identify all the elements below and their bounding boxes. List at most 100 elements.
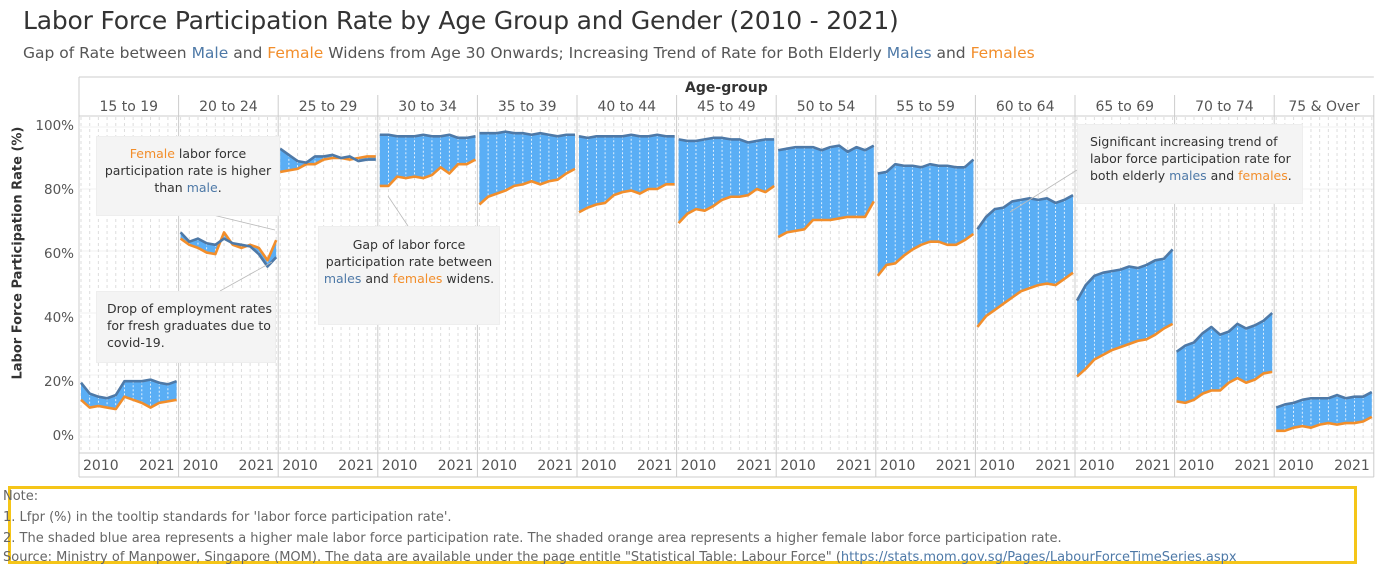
subtitle-female: Female [267,44,324,62]
x-tick-label: 2010 [780,458,816,474]
gap-area [778,145,874,238]
subtitle-text-1: Gap of Rate between [23,44,192,62]
note-heading: Note: [3,489,39,504]
x-tick-label: 2010 [481,458,517,474]
x-tick-label: 2021 [737,458,773,474]
x-tick-label: 2021 [239,458,275,474]
callout-text: Significant increasing trend of labor fo… [1090,134,1291,183]
age-group-label: 40 to 44 [598,99,657,115]
gap-area [1176,313,1273,403]
x-tick-label: 2021 [836,458,872,474]
column-header-label: Age-group [685,80,768,96]
lfpr-chart: Age-group 15 to 19 2010 2021 20 to 24 2010 202… [78,76,1375,478]
female-series-line [976,271,1074,328]
male-series-line [379,133,476,140]
subtitle-male: Male [191,44,229,62]
male-series-line [678,136,775,144]
callout-text: and [1206,168,1239,183]
female-series-line [1276,415,1373,433]
x-tick-label: 2010 [880,458,916,474]
callout-word-females: females [392,271,443,286]
age-group-label: 15 to 19 [100,99,159,115]
male-series-line [877,158,975,175]
x-tick-label: 2021 [537,458,573,474]
gap-area [579,134,675,213]
age-group-label: 70 to 74 [1195,99,1254,115]
age-group-label: 45 to 49 [697,99,756,115]
x-tick-label: 2010 [282,458,318,474]
male-series-line [1075,248,1174,302]
callout-text: widens. [442,271,495,286]
callout-elderly-trend: Significant increasing trend of labor fo… [1077,124,1303,204]
age-group-label: 30 to 34 [398,99,457,115]
chart-title: Labor Force Participation Rate by Age Gr… [23,6,899,35]
callout-word-female: Female [129,146,175,161]
gap-area [678,137,775,224]
y-tick-label: 100% [35,118,74,134]
callout-text: . [1287,168,1292,183]
age-group-label: 65 to 69 [1096,99,1155,115]
male-series-line [1275,390,1373,409]
age-group-label: 20 to 24 [199,99,258,115]
x-tick-label: 2010 [681,458,717,474]
female-series-line [1076,322,1174,378]
y-tick-label: 0% [52,428,74,444]
callout-text: labor force participation rate is higher… [104,146,272,195]
male-series-line [1175,312,1274,353]
chart-subtitle: Gap of Rate between Male and Female Wide… [23,44,1035,62]
male-series-line [279,147,376,164]
female-series-line [379,158,477,188]
subtitle-males: Males [886,44,932,62]
note-1: 1. Lfpr (%) in the tooltip standards for… [3,510,452,525]
subtitle-females: Females [970,44,1035,62]
callout-leader-line [1009,169,1078,213]
female-series-line [179,231,278,262]
callout-word-females: females [1238,168,1288,183]
callout-text: and [361,271,393,286]
x-tick-label: 2010 [979,458,1015,474]
callout-female-higher: Female labor force participation rate is… [96,136,280,216]
x-tick-label: 2021 [1334,458,1370,474]
age-group-label: 60 to 64 [996,99,1055,115]
age-group-label: 75 & Over [1288,99,1360,115]
subtitle-text-3: Widens from Age 30 Onwards; Increasing T… [323,44,887,62]
x-tick-label: 2010 [1179,458,1215,474]
notes-highlight-box [8,486,1357,564]
callout-word-male: male [186,180,218,195]
source-text: Ministry of Manpower, Singapore (MOM). T… [52,550,841,565]
x-tick-label: 2010 [382,458,418,474]
x-tick-label: 2021 [1035,458,1071,474]
age-group-label: 50 to 54 [797,99,856,115]
female-series-line [478,167,576,206]
gap-area [81,379,177,410]
callout-leader-line [387,195,409,227]
y-tick-label: 60% [43,246,74,262]
y-tick-label: 40% [43,310,74,326]
y-tick-label: 80% [43,182,74,198]
note-source: Source: Ministry of Manpower, Singapore … [3,550,1237,565]
age-group-label: 55 to 59 [896,99,955,115]
male-series-line [777,144,875,154]
x-tick-label: 2010 [83,458,119,474]
callout-leader-line [219,261,273,292]
callout-covid-drop: Drop of employment rates for fresh gradu… [96,291,276,363]
age-group-label: 25 to 29 [299,99,358,115]
female-series-line [677,184,775,224]
subtitle-text-4: and [931,44,971,62]
male-series-line [578,133,675,140]
callout-word-males: males [323,271,362,286]
gap-area [379,134,476,186]
callout-word-males: males [1169,168,1207,183]
callout-text: Gap of labor force participation rate be… [325,237,493,269]
female-series-line [279,155,376,174]
source-link[interactable]: https://stats.mom.gov.sg/Pages/LabourFor… [840,550,1237,565]
female-series-line [80,395,177,411]
gap-area [1077,249,1173,377]
x-tick-label: 2010 [581,458,617,474]
female-series-line [1176,370,1273,405]
male-series-line [179,231,278,268]
male-series-line [479,130,575,138]
x-tick-label: 2010 [1079,458,1115,474]
subtitle-text-2: and [228,44,268,62]
source-label: Source: [3,550,53,565]
